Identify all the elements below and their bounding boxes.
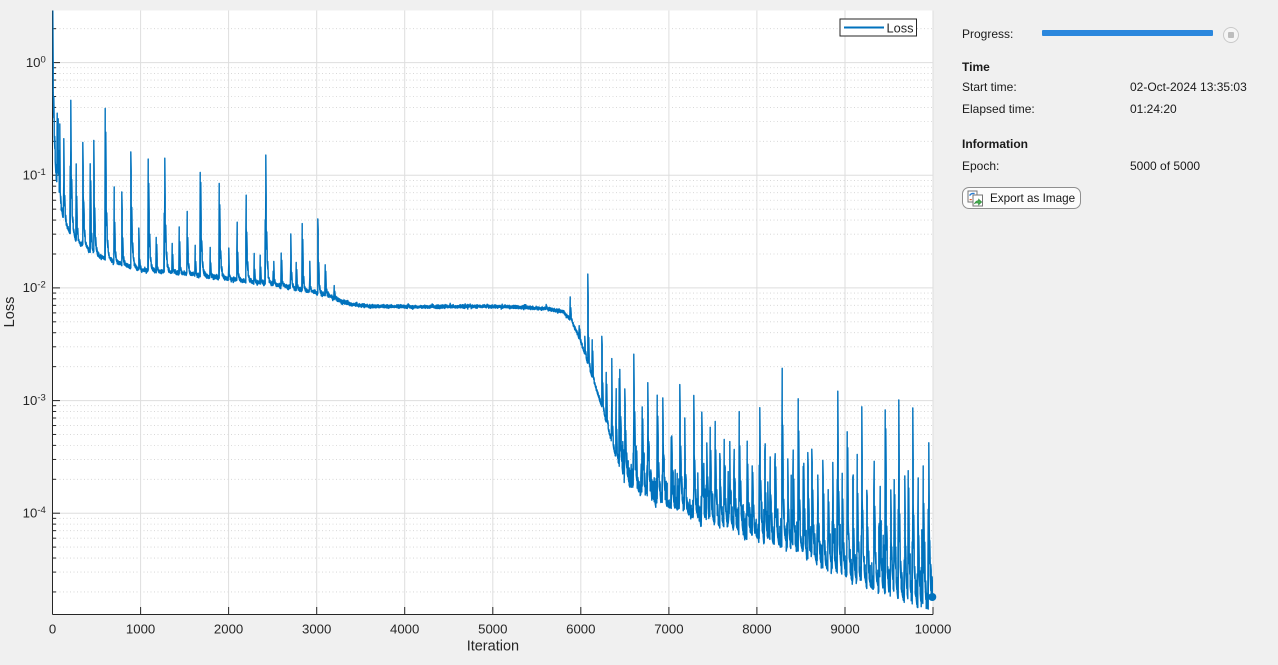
- svg-text:5000: 5000: [478, 622, 507, 637]
- svg-text:Iteration: Iteration: [467, 639, 519, 655]
- svg-text:Loss: Loss: [2, 297, 18, 328]
- svg-text:4000: 4000: [390, 622, 419, 637]
- svg-text:1000: 1000: [126, 622, 155, 637]
- svg-text:Loss: Loss: [887, 20, 914, 35]
- svg-text:7000: 7000: [654, 622, 683, 637]
- svg-text:10-4: 10-4: [23, 505, 46, 521]
- svg-text:100: 100: [26, 54, 46, 70]
- svg-text:0: 0: [49, 622, 56, 637]
- svg-text:2000: 2000: [214, 622, 243, 637]
- svg-text:10000: 10000: [915, 622, 952, 637]
- svg-text:10-3: 10-3: [23, 392, 46, 408]
- svg-text:8000: 8000: [742, 622, 771, 637]
- svg-text:9000: 9000: [830, 622, 859, 637]
- svg-text:6000: 6000: [566, 622, 595, 637]
- svg-text:10-2: 10-2: [23, 280, 46, 296]
- svg-text:3000: 3000: [302, 622, 331, 637]
- svg-text:10-1: 10-1: [23, 167, 46, 183]
